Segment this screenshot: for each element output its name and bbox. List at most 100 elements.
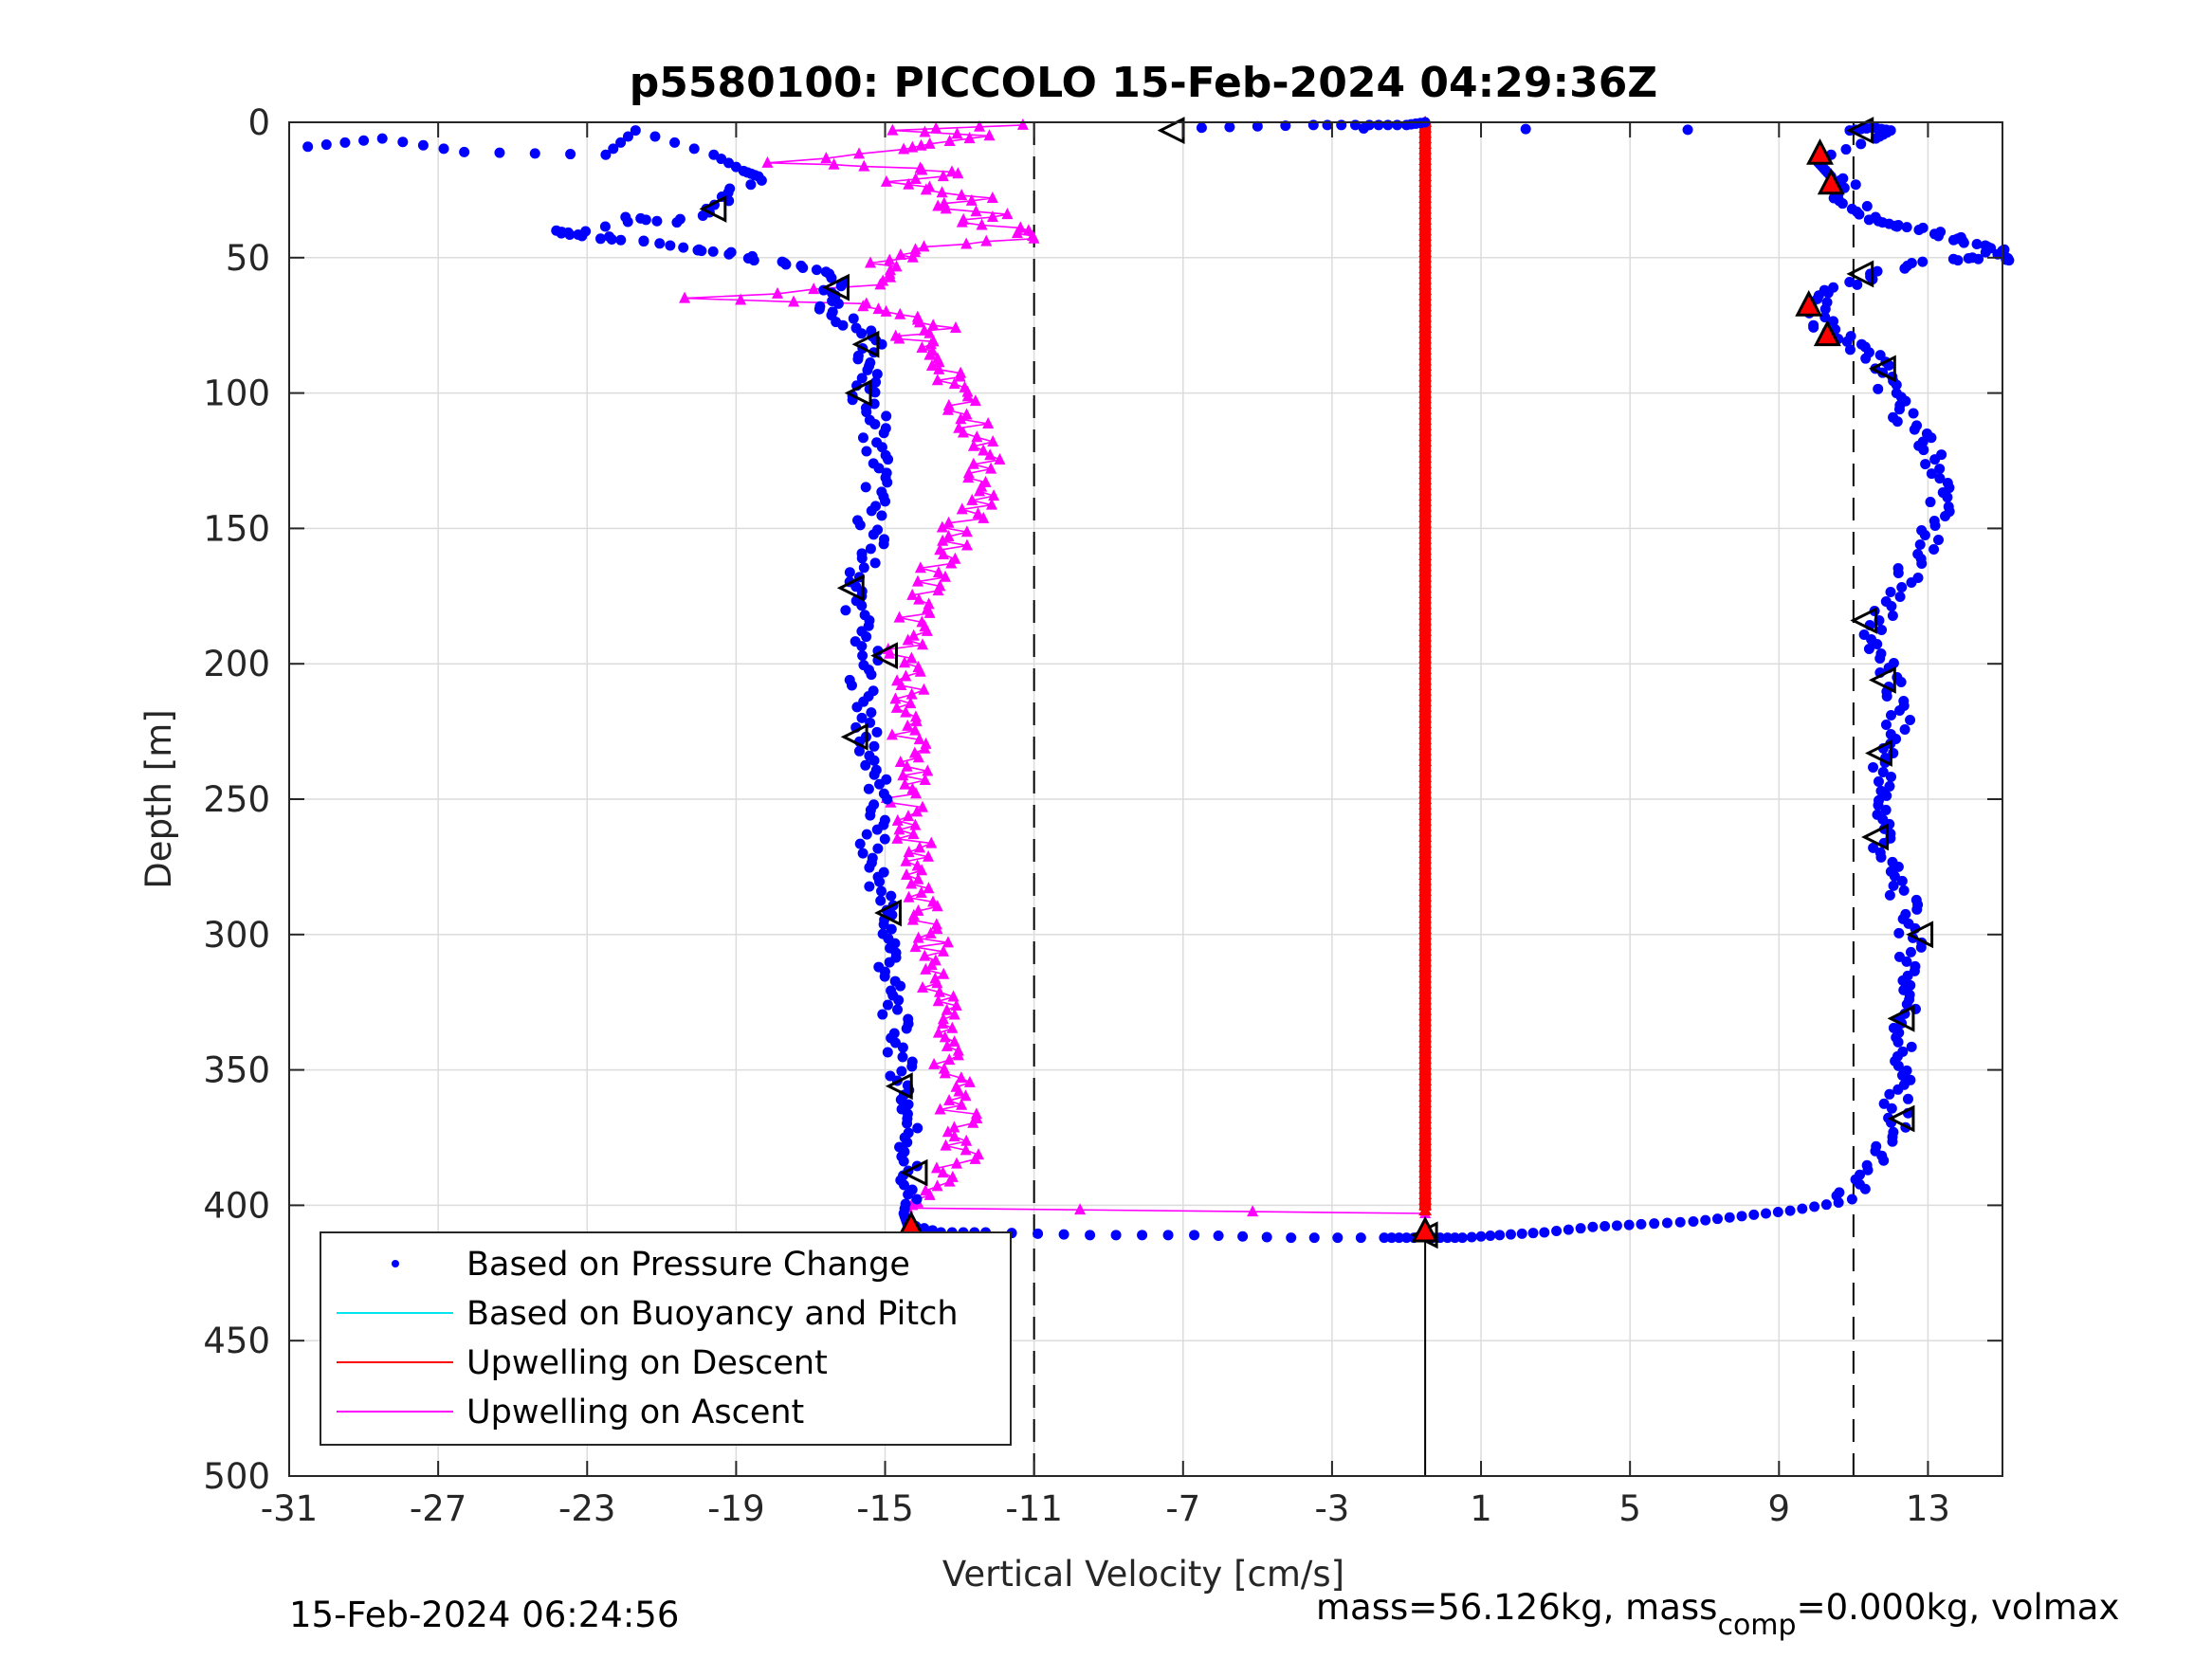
- ascent-upwelling-marker: [910, 715, 923, 727]
- legend-swatch-dot: [392, 1260, 399, 1267]
- pressure-ascent-dot: [840, 605, 851, 616]
- pressure-ascent-dot: [856, 328, 868, 339]
- ascent-upwelling-marker: [911, 574, 923, 587]
- pressure-descent-dot: [1886, 1103, 1897, 1114]
- pressure-ascent-dot: [669, 137, 681, 148]
- pressure-ascent-dot: [853, 745, 865, 757]
- pressure-descent-dot: [1874, 652, 1886, 664]
- ascent-upwelling-marker: [909, 818, 922, 830]
- pressure-descent-dot: [1877, 766, 1889, 777]
- pressure-ascent-dot: [869, 557, 881, 569]
- x-tick-label: -27: [410, 1488, 466, 1529]
- ascent-upwelling-marker: [924, 337, 937, 350]
- pressure-descent-dot: [1736, 1211, 1747, 1222]
- pressure-ascent-dot: [876, 885, 887, 897]
- pressure-descent-dot: [1358, 122, 1369, 134]
- ascent-upwelling-marker: [907, 828, 920, 840]
- open-triangle-marker: [1846, 260, 1874, 288]
- ascent-upwelling-marker: [927, 319, 940, 331]
- y-tick-label: 200: [203, 644, 270, 684]
- ascent-upwelling-marker: [931, 922, 943, 935]
- ascent-upwelling-marker: [917, 800, 929, 812]
- y-tick-label: 0: [247, 102, 270, 143]
- ascent-upwelling-marker: [913, 592, 925, 605]
- pressure-ascent-dot: [1213, 1231, 1224, 1242]
- ascent-upwelling-marker: [923, 606, 936, 618]
- ascent-upwelling-marker: [934, 985, 946, 997]
- pressure-descent-dot: [1889, 870, 1900, 882]
- pressure-ascent-dot: [1237, 1231, 1249, 1242]
- ascent-upwelling-marker: [924, 926, 937, 939]
- pressure-descent-dot: [1466, 1231, 1477, 1243]
- pressure-ascent-dot: [562, 227, 574, 238]
- pressure-descent-dot: [1224, 121, 1235, 133]
- pressure-descent-dot: [1887, 611, 1898, 622]
- pressure-descent-dot: [1940, 511, 1951, 522]
- ascent-upwelling-marker: [902, 719, 914, 731]
- ascent-upwelling-marker: [916, 163, 928, 175]
- legend: Based on Pressure Change Based on Buoyanc…: [320, 1231, 1012, 1446]
- ascent-upwelling-marker: [960, 538, 973, 551]
- pressure-descent-dot: [1505, 1229, 1516, 1240]
- pressure-descent-dot: [1494, 1230, 1506, 1241]
- ascent-upwelling-marker: [919, 949, 931, 961]
- pressure-ascent-dot: [883, 454, 894, 465]
- pressure-descent-dot: [1911, 903, 1923, 915]
- pressure-ascent-dot: [615, 137, 627, 148]
- x-tick-label: -19: [707, 1488, 764, 1529]
- ascent-upwelling-marker: [986, 210, 998, 222]
- pressure-descent-dot: [1761, 1208, 1772, 1219]
- pressure-descent-dot: [1873, 383, 1884, 394]
- ascent-upwelling-marker: [956, 189, 968, 201]
- legend-label: Based on Pressure Change: [466, 1246, 910, 1284]
- ascent-upwelling-marker: [932, 199, 944, 211]
- ascent-upwelling-marker: [987, 435, 999, 447]
- ascent-upwelling-marker: [880, 304, 892, 317]
- ascent-upwelling-marker: [948, 1035, 960, 1048]
- pressure-ascent-dot: [890, 1037, 902, 1048]
- pressure-descent-dot: [1828, 316, 1839, 327]
- ascent-upwelling-marker: [949, 321, 961, 334]
- ascent-upwelling-marker: [914, 665, 926, 677]
- ascent-upwelling-marker: [936, 186, 948, 198]
- pressure-ascent-dot: [866, 505, 877, 517]
- ascent-upwelling-marker: [951, 127, 963, 139]
- pressure-descent-dot: [1881, 790, 1892, 801]
- legend-box: [320, 1231, 1012, 1446]
- ascent-upwelling-marker: [962, 471, 975, 483]
- pressure-ascent-dot: [638, 236, 649, 247]
- pressure-descent-dot: [1563, 1224, 1574, 1235]
- ascent-upwelling-marker: [936, 520, 948, 533]
- pressure-ascent-dot: [898, 1156, 909, 1167]
- ascent-upwelling-marker: [925, 836, 938, 848]
- ascent-upwelling-marker: [986, 191, 998, 203]
- pressure-descent-dot: [1682, 124, 1693, 136]
- pressure-descent-dot: [1623, 1219, 1635, 1231]
- pressure-descent-dot: [1934, 473, 1946, 484]
- pressure-ascent-dot: [1162, 1230, 1174, 1241]
- legend-items: Based on Pressure Change Based on Buoyanc…: [337, 1246, 959, 1431]
- pressure-ascent-dot: [745, 179, 757, 191]
- pressure-descent-dot: [1906, 577, 1917, 589]
- ascent-upwelling-marker: [1011, 227, 1023, 239]
- pressure-ascent-dot: [358, 135, 370, 146]
- pressure-descent-dot: [1784, 1205, 1796, 1216]
- pressure-ascent-dot: [594, 233, 606, 245]
- pressure-descent-dot: [1892, 1060, 1904, 1071]
- ascent-upwelling-marker: [982, 416, 995, 428]
- pressure-ascent-dot: [873, 463, 885, 474]
- ascent-upwelling-marker: [897, 769, 909, 781]
- pressure-ascent-dot: [892, 1004, 904, 1015]
- ascent-upwelling-marker: [941, 1003, 953, 1015]
- pressure-ascent-dot: [851, 702, 863, 713]
- ascent-upwelling-marker: [902, 810, 914, 822]
- ascent-upwelling-marker: [919, 774, 931, 786]
- pressure-ascent-dot: [852, 354, 864, 365]
- ascent-upwelling-marker: [948, 377, 960, 390]
- pressure-descent-dot: [1892, 416, 1903, 428]
- ascent-upwelling-marker: [930, 1161, 942, 1174]
- pressure-ascent-dot: [854, 838, 866, 849]
- ascent-upwelling-marker: [1028, 231, 1040, 244]
- pressure-ascent-dot: [748, 255, 759, 266]
- ascent-upwelling-marker: [917, 638, 929, 650]
